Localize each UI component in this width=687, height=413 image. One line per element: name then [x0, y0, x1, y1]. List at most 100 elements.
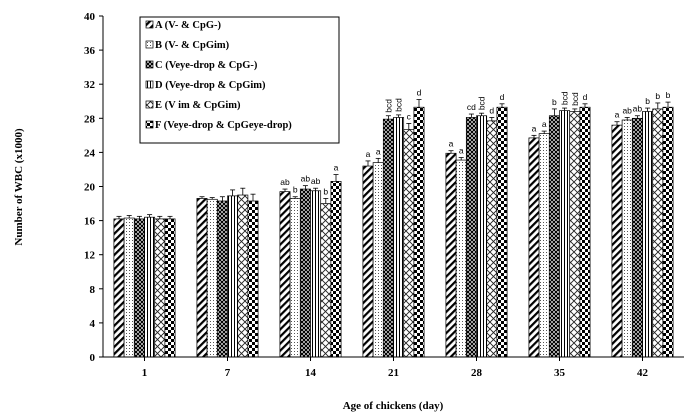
significance-label: b: [293, 185, 298, 195]
y-tick-label: 20: [84, 182, 96, 194]
y-tick-label: 12: [84, 250, 96, 262]
significance-label: a: [376, 146, 381, 156]
bar: [144, 216, 156, 358]
bar: [496, 106, 508, 358]
bar: [538, 133, 550, 358]
legend: A (V- & CpG-) B (V- & CpGim) C (Veye-drop …: [139, 16, 340, 144]
significance-label: bcd: [560, 91, 570, 105]
bar: [476, 115, 488, 358]
legend-label: F (Veye-drop & CpGeye-drop): [155, 120, 292, 131]
bar: [486, 120, 498, 358]
legend-label: D (Veye-drop & CpGim): [155, 80, 266, 91]
x-axis-ticks: 1 7 14 21 28 35 42: [142, 357, 649, 379]
y-tick-label: 32: [84, 79, 96, 91]
bar: [403, 129, 415, 358]
significance-label: c: [407, 111, 412, 121]
y-tick-label: 16: [84, 216, 96, 228]
significance-label: a: [366, 149, 371, 159]
bar: [113, 218, 125, 358]
significance-label: b: [552, 97, 557, 107]
significance-label: bcd: [394, 98, 404, 112]
bar: [133, 218, 145, 358]
bar: [382, 118, 394, 358]
bar: [330, 181, 342, 358]
bar: [548, 115, 560, 358]
bar: [247, 200, 259, 358]
legend-swatch: [145, 100, 154, 109]
y-axis-ticks: 0 4 8 12 16 20 24 28 32 36 40: [84, 11, 103, 364]
bar: [310, 190, 322, 358]
bar: [413, 106, 425, 358]
bar: [206, 198, 218, 358]
legend-label: A (V- & CpG-): [155, 20, 222, 31]
significance-label: b: [666, 90, 671, 100]
significance-label: ab: [280, 177, 290, 187]
significance-label: d: [500, 92, 505, 102]
x-tick-label: 35: [554, 367, 566, 379]
legend-label: B (V- & CpGim): [155, 40, 230, 51]
y-tick-label: 4: [90, 318, 96, 330]
significance-label: bcd: [477, 96, 487, 110]
significance-label: ab: [301, 174, 311, 184]
significance-label: bcd: [383, 99, 393, 113]
bar: [154, 218, 166, 358]
legend-box: [139, 16, 340, 144]
bar: [652, 108, 664, 358]
legend-swatch: [145, 40, 154, 49]
y-tick-label: 36: [84, 45, 96, 57]
x-tick-label: 42: [637, 367, 649, 379]
significance-label: d: [417, 88, 422, 98]
bar: [528, 137, 540, 358]
y-tick-label: 8: [90, 284, 96, 296]
legend-swatch: [145, 60, 154, 69]
bar: [279, 191, 291, 358]
bar: [237, 194, 249, 358]
significance-label: ab: [633, 104, 643, 114]
legend-label: E (V im & CpGim): [155, 100, 241, 111]
x-tick-label: 21: [388, 367, 399, 379]
significance-label: ab: [622, 105, 632, 115]
bar: [662, 106, 674, 358]
bar: [372, 162, 384, 358]
error-bars: [116, 99, 671, 219]
legend-swatch: [145, 80, 154, 89]
x-axis-title: Age of chickens (day): [343, 400, 444, 412]
significance-label: b: [655, 91, 660, 101]
significance-label: bcd: [570, 92, 580, 106]
bar: [631, 117, 643, 358]
significance-label: d: [583, 92, 588, 102]
significance-label: b: [645, 96, 650, 106]
significance-label: a: [532, 123, 537, 133]
bar: [579, 106, 591, 358]
bar: [164, 218, 176, 358]
x-tick-label: 28: [471, 367, 483, 379]
y-tick-label: 0: [90, 352, 96, 364]
bar: [362, 165, 374, 358]
bar: [393, 117, 405, 358]
bar: [642, 111, 654, 358]
bar-groups: [113, 106, 674, 358]
bar: [299, 188, 311, 358]
bar: [455, 159, 467, 358]
bar: [320, 203, 332, 358]
legend-label: C (Veye-drop & CpG-): [155, 60, 258, 71]
significance-label: a: [542, 119, 547, 129]
bar: [569, 111, 581, 358]
bar: [216, 200, 228, 358]
y-axis-title: Number of WBC (x1000): [13, 128, 25, 246]
bar: [289, 198, 301, 358]
bar: [445, 152, 457, 358]
significance-label: a: [449, 139, 454, 149]
bar: [227, 195, 239, 358]
significance-label: a: [615, 110, 620, 120]
y-tick-label: 28: [84, 113, 96, 125]
y-tick-label: 40: [84, 11, 96, 23]
bar: [559, 110, 571, 358]
bar: [123, 217, 135, 358]
bar: [465, 117, 477, 358]
significance-label: a: [459, 146, 464, 156]
x-tick-label: 14: [305, 367, 317, 379]
x-tick-label: 1: [142, 367, 148, 379]
